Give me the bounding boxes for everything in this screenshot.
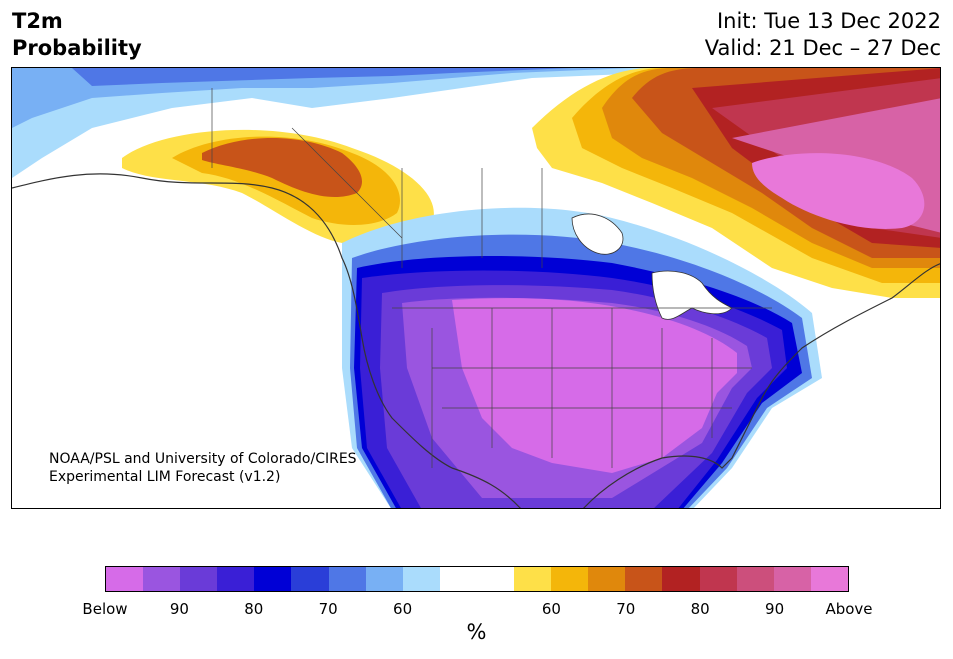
colorbar-swatch [254, 567, 292, 591]
title-line-1: T2m [12, 9, 63, 33]
colorbar-swatch [736, 567, 774, 591]
great-lakes [651, 270, 733, 320]
credit-line-2: Experimental LIM Forecast (v1.2) [49, 469, 281, 485]
coastline [12, 173, 940, 508]
colorbar-swatch [773, 567, 811, 591]
colorbar-swatch [514, 567, 552, 591]
colorbar-tick-label: 80 [690, 600, 710, 618]
colorbar-swatch [365, 567, 403, 591]
quebec-above-max [752, 153, 925, 229]
map-canvas [12, 68, 940, 508]
colorbar-swatch [588, 567, 626, 591]
colorbar-swatch [439, 567, 477, 591]
state-borders [211, 88, 772, 468]
colorbar-tick-label: 70 [318, 600, 338, 618]
colorbar-swatch [291, 567, 329, 591]
colorbar-swatch [180, 567, 218, 591]
colorbar-tick-label: 90 [169, 600, 189, 618]
colorbar-tick-label: 60 [541, 600, 561, 618]
colorbar-swatch [551, 567, 589, 591]
probability-map [11, 67, 941, 509]
colorbar-tick-label: Above [825, 600, 873, 618]
conus-below-max [452, 298, 737, 473]
arctic-cold-band [12, 68, 940, 178]
arctic-cold-core [12, 68, 632, 128]
colorbar-swatch [476, 567, 515, 591]
colorbar-swatch [699, 567, 737, 591]
title-line-2: Probability [12, 36, 142, 60]
colorbar-swatch [625, 567, 663, 591]
colorbar-swatch [402, 567, 440, 591]
arctic-cold-deep [72, 68, 572, 86]
colorbar-swatch [328, 567, 366, 591]
yukon-warm-inner [202, 138, 362, 198]
colorbar-unit: % [466, 620, 487, 644]
valid-dates: Valid: 21 Dec – 27 Dec [704, 36, 941, 60]
colorbar-tick-label: 60 [393, 600, 413, 618]
map-title: T2m Probability [12, 8, 142, 62]
hudson-bay [571, 213, 624, 255]
colorbar-swatch [106, 567, 144, 591]
colorbar-ticks: Below 90 80 70 60 60 70 80 90 Above [82, 600, 872, 620]
colorbar-swatch [143, 567, 181, 591]
init-date: Init: Tue 13 Dec 2022 [716, 9, 941, 33]
colorbar-tick-label: Below [82, 600, 128, 618]
colorbar [105, 566, 849, 592]
colorbar-swatch [662, 567, 700, 591]
credit-line-1: NOAA/PSL and University of Colorado/CIRE… [49, 451, 357, 467]
credit-text: NOAA/PSL and University of Colorado/CIRE… [49, 450, 357, 486]
colorbar-swatch [810, 567, 848, 591]
colorbar-tick-label: 80 [244, 600, 264, 618]
colorbar-tick-label: 70 [616, 600, 636, 618]
colorbar-swatch [217, 567, 255, 591]
colorbar-tick-label: 90 [765, 600, 785, 618]
forecast-dates: Init: Tue 13 Dec 2022 Valid: 21 Dec – 27… [705, 8, 941, 62]
